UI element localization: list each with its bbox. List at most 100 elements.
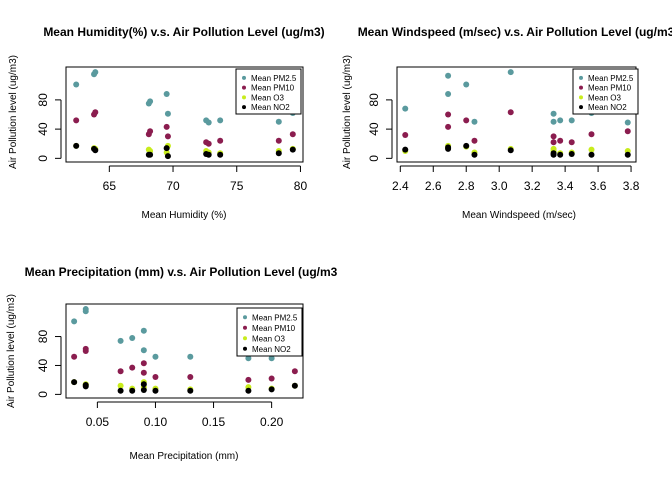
plot-frame	[65, 66, 304, 163]
point-mean-no2	[147, 151, 154, 158]
x-tick-label: 3.4	[557, 179, 574, 193]
point-mean-pm10	[507, 109, 514, 116]
point-mean-no2	[129, 387, 136, 394]
legend-label: Mean O3	[588, 93, 621, 102]
point-mean-pm2-5	[73, 81, 80, 88]
x-tick-label: 3.0	[491, 179, 508, 193]
point-mean-no2	[568, 150, 575, 157]
y-axis-title: Air Pollution level (ug/m3)	[6, 294, 17, 408]
point-mean-no2	[245, 387, 252, 394]
point-mean-pm10	[275, 137, 282, 144]
legend-marker	[243, 336, 247, 341]
legend-label: Mean O3	[251, 93, 284, 102]
y-axis-title: Air Pollution level (ug/m3)	[8, 55, 19, 169]
point-mean-pm2-5	[550, 118, 557, 125]
x-tick-label: 2.6	[425, 179, 442, 193]
chart-title: Mean Precipitation (mm) v.s. Air Polluti…	[25, 265, 338, 279]
y-tick-label: 40	[367, 122, 381, 136]
point-mean-no2	[140, 381, 147, 388]
point-mean-no2	[268, 386, 275, 393]
x-tick-label: 80	[294, 179, 308, 193]
point-mean-pm10	[147, 128, 154, 135]
point-mean-pm10	[568, 139, 575, 146]
point-mean-no2	[92, 147, 99, 154]
point-mean-pm2-5	[568, 117, 575, 124]
point-mean-no2	[550, 150, 557, 157]
point-mean-pm2-5	[92, 69, 99, 76]
legend-marker	[242, 75, 246, 80]
y-axis-title: Air Pollution level (ug/m3)	[342, 55, 353, 169]
point-mean-pm2-5	[463, 81, 470, 88]
y-tick-label: 0	[367, 155, 381, 162]
point-mean-pm2-5	[471, 118, 478, 125]
point-mean-pm2-5	[164, 110, 171, 117]
point-mean-no2	[73, 142, 80, 149]
legend-label: Mean PM2.5	[588, 74, 634, 83]
legend-marker	[242, 85, 246, 90]
chart-precipitation: Mean Precipitation (mm) v.s. Air Polluti…	[6, 265, 338, 462]
legend-marker	[243, 346, 247, 351]
x-tick-label: 0.05	[86, 415, 110, 429]
point-mean-pm10	[163, 123, 170, 130]
x-axis-title: Mean Windspeed (m/sec)	[462, 210, 576, 221]
point-mean-pm2-5	[624, 119, 631, 126]
legend-marker	[243, 325, 247, 330]
point-mean-no2	[507, 147, 514, 154]
point-mean-pm2-5	[217, 117, 224, 124]
point-mean-no2	[445, 144, 452, 151]
point-mean-pm10	[152, 374, 159, 381]
y-tick-label: 80	[367, 93, 381, 107]
legend-marker	[579, 75, 583, 80]
point-mean-no2	[291, 382, 298, 389]
point-mean-pm2-5	[557, 117, 564, 124]
point-mean-pm10	[73, 117, 80, 124]
point-mean-no2	[71, 379, 78, 386]
point-mean-pm2-5	[163, 91, 170, 98]
point-mean-pm2-5	[205, 119, 212, 126]
point-mean-no2	[152, 387, 159, 394]
x-tick-label: 3.2	[524, 179, 541, 193]
point-mean-no2	[187, 387, 194, 394]
point-mean-pm2-5	[275, 118, 282, 125]
point-mean-no2	[164, 153, 171, 160]
point-mean-pm10	[445, 123, 452, 130]
chart-windspeed: Mean Windspeed (m/sec) v.s. Air Pollutio…	[342, 25, 672, 221]
point-mean-no2	[117, 387, 124, 394]
point-mean-pm2-5	[152, 353, 159, 360]
chart-humidity: Mean Humidity(%) v.s. Air Pollution Leve…	[8, 25, 325, 221]
point-mean-o3	[588, 146, 595, 153]
data-points	[73, 69, 296, 160]
point-mean-pm2-5	[445, 91, 452, 98]
point-mean-pm10	[291, 368, 298, 375]
point-mean-o3	[550, 145, 557, 152]
point-mean-pm2-5	[268, 355, 275, 362]
point-mean-pm10	[71, 353, 78, 360]
legend-box	[236, 307, 303, 357]
legend-box	[572, 68, 639, 115]
legend-marker	[243, 315, 247, 320]
chart-title: Mean Humidity(%) v.s. Air Pollution Leve…	[43, 25, 324, 39]
point-mean-no2	[205, 151, 212, 158]
y-tick-label: 0	[36, 391, 50, 398]
point-mean-no2	[275, 150, 282, 157]
x-tick-label: 2.8	[458, 179, 475, 193]
legend-marker	[579, 85, 583, 90]
point-mean-no2	[557, 151, 564, 158]
point-mean-pm10	[471, 137, 478, 144]
legend-marker	[242, 105, 246, 110]
point-mean-pm2-5	[445, 72, 452, 79]
point-mean-pm2-5	[187, 353, 194, 360]
point-mean-no2	[463, 142, 470, 149]
point-mean-pm2-5	[402, 105, 409, 112]
point-mean-pm2-5	[550, 110, 557, 117]
point-mean-no2	[140, 387, 147, 394]
point-mean-no2	[289, 146, 296, 153]
point-mean-pm10	[289, 131, 296, 138]
point-mean-no2	[624, 151, 631, 158]
data-points	[402, 69, 631, 158]
point-mean-pm2-5	[140, 347, 147, 354]
point-mean-pm10	[463, 117, 470, 124]
